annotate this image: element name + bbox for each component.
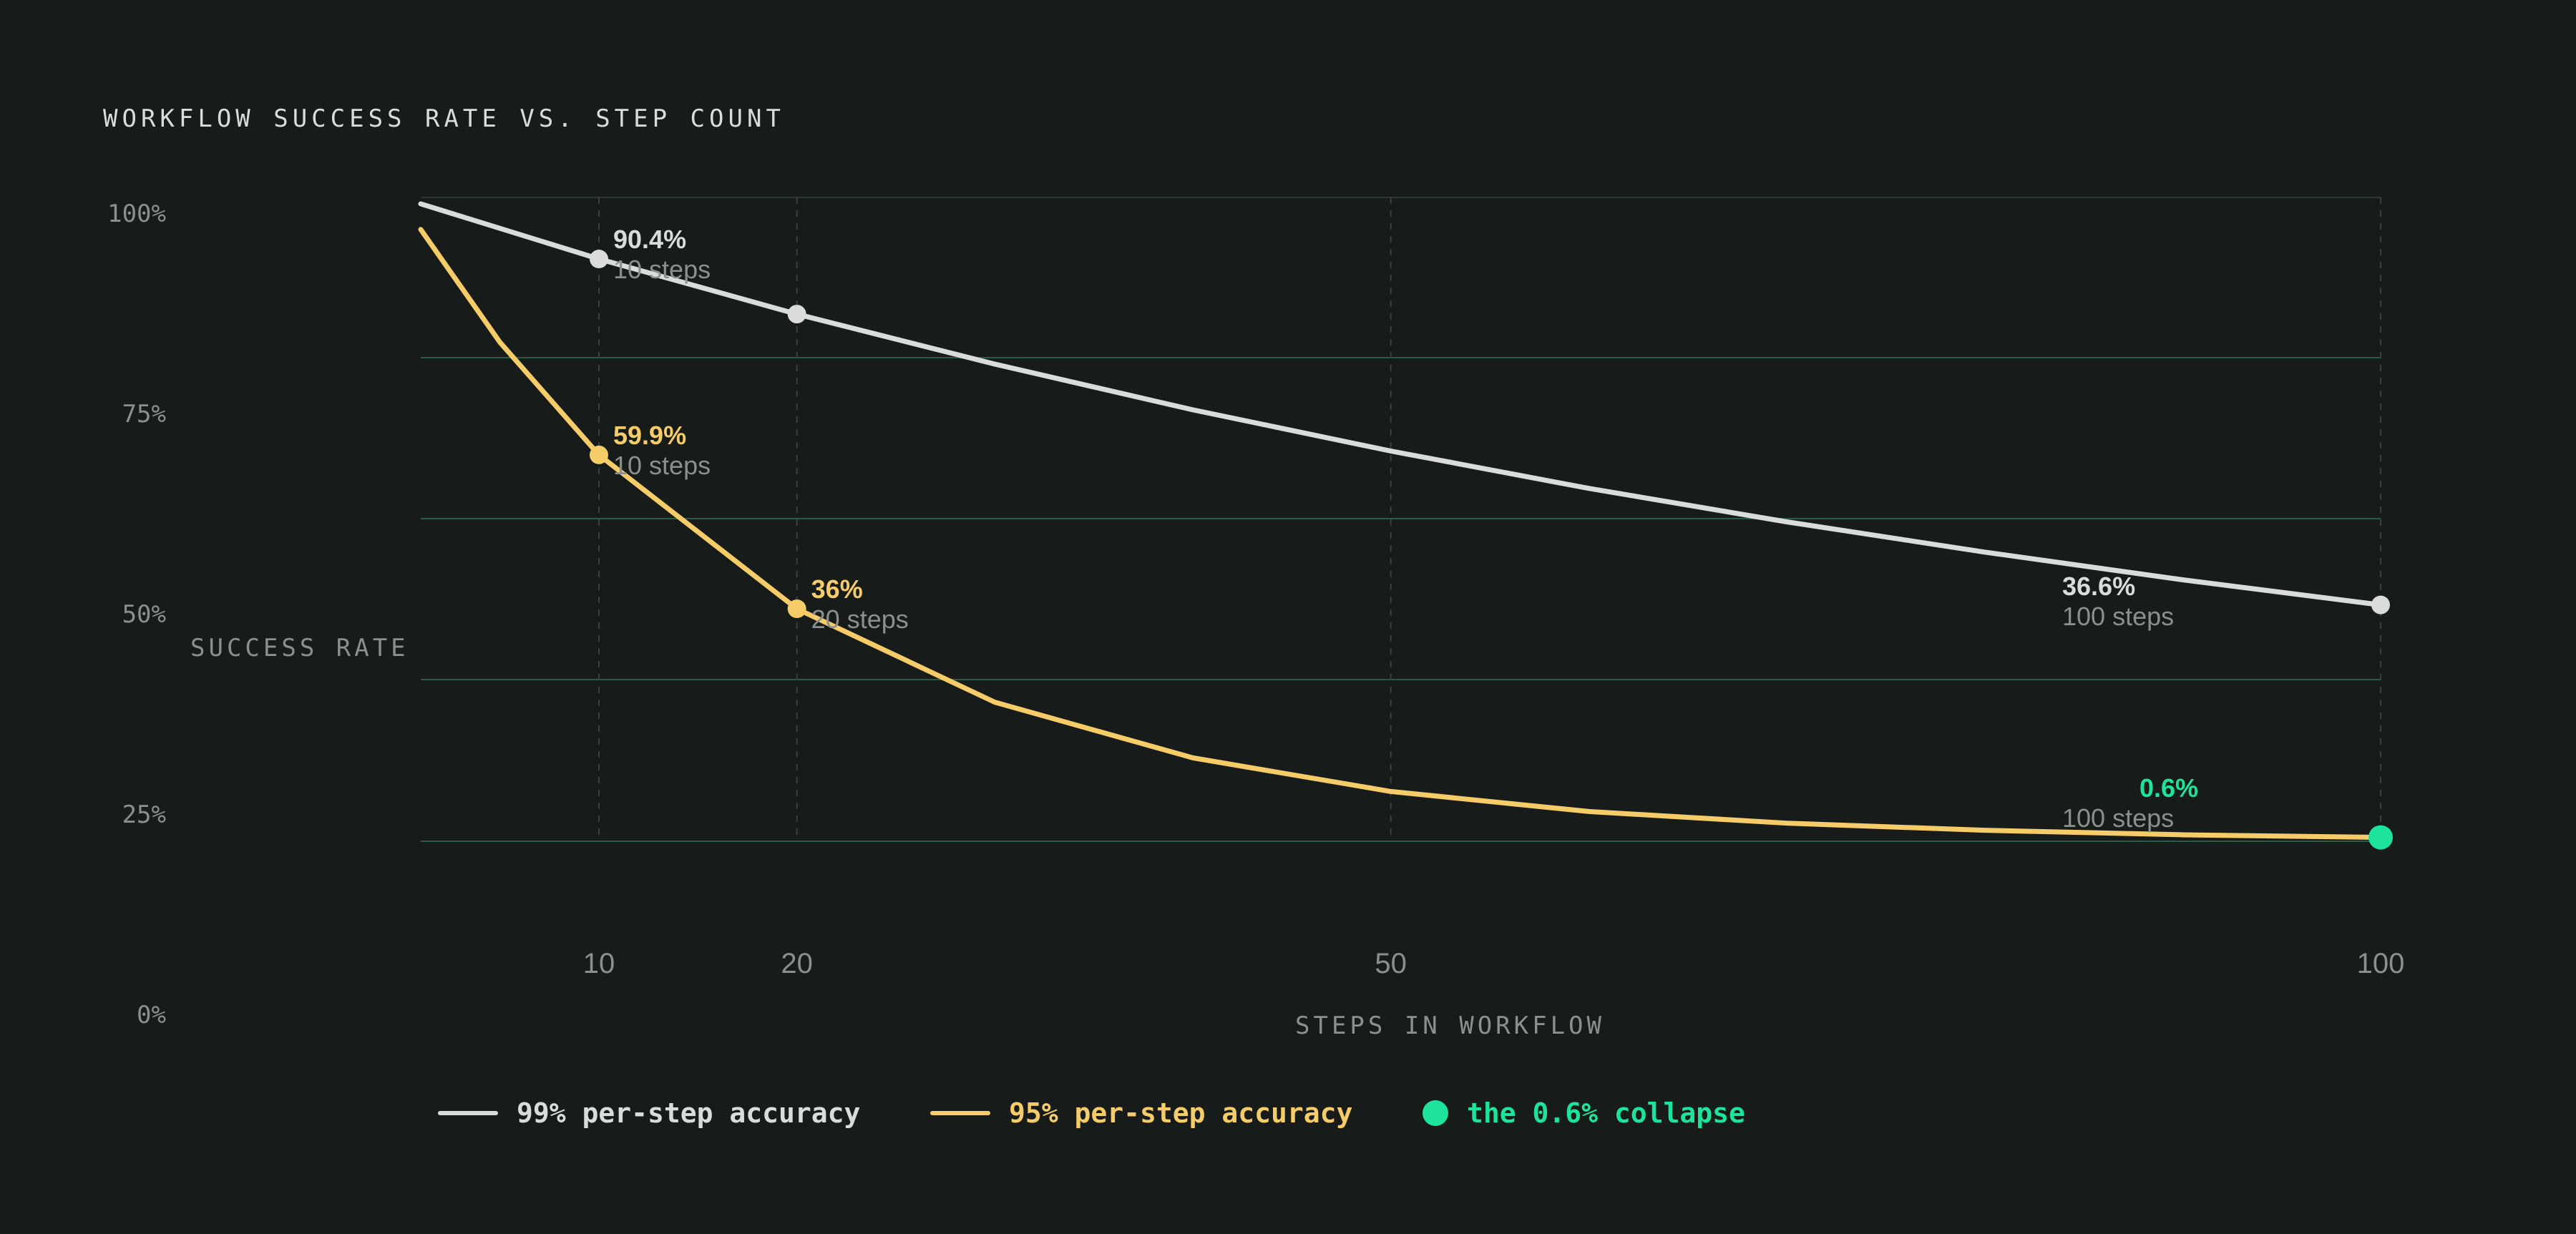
legend-item-95: 95% per-step accuracy — [930, 1092, 1352, 1135]
legend-item-collapse: the 0.6% collapse — [1423, 1092, 1745, 1135]
legend-line-swatch — [930, 1111, 990, 1115]
y-tick-label: 0% — [137, 1001, 166, 1029]
x-tick-label: 20 — [781, 948, 813, 979]
collapse-marker — [2368, 825, 2393, 850]
data-label-steps: 20 steps — [811, 604, 909, 634]
y-tick-label: 25% — [122, 800, 166, 829]
legend-line-swatch — [438, 1111, 498, 1115]
y-axis-title: SUCCESS RATE — [190, 634, 409, 662]
data-label-steps: 100 steps — [2062, 803, 2174, 833]
data-label-value: 90.4% — [613, 225, 686, 254]
data-point — [787, 599, 806, 618]
data-point — [590, 445, 608, 464]
x-axis-title: STEPS IN WORKFLOW — [1295, 1012, 1605, 1040]
y-tick-label: 50% — [122, 600, 166, 629]
data-label-steps: 100 steps — [2062, 602, 2174, 631]
data-label-value: 59.9% — [613, 421, 686, 450]
series-line-99 — [418, 201, 2384, 608]
data-label-value: 36.6% — [2062, 572, 2135, 601]
x-tick-label: 50 — [1375, 948, 1407, 979]
legend-label: 99% per-step accuracy — [517, 1097, 861, 1129]
data-point — [787, 305, 806, 324]
y-tick-label: 100% — [107, 200, 166, 228]
data-point — [2371, 595, 2390, 614]
legend-item-99: 99% per-step accuracy — [438, 1092, 860, 1135]
data-label-steps: 10 steps — [613, 451, 711, 480]
chart-title: WORKFLOW SUCCESS RATE VS. STEP COUNT — [103, 104, 785, 133]
data-label-value: 36% — [811, 574, 863, 604]
data-label-value: 0.6% — [2140, 773, 2198, 803]
y-tick-label: 75% — [122, 400, 166, 429]
legend-label: 95% per-step accuracy — [1009, 1097, 1353, 1129]
x-tick-label: 100 — [2357, 948, 2405, 979]
series-line-95 — [418, 227, 2384, 841]
legend-dot-swatch — [1423, 1100, 1448, 1126]
legend-label: the 0.6% collapse — [1467, 1097, 1745, 1129]
data-label-steps: 10 steps — [613, 255, 711, 284]
data-point — [590, 250, 608, 269]
x-tick-label: 10 — [583, 948, 615, 979]
